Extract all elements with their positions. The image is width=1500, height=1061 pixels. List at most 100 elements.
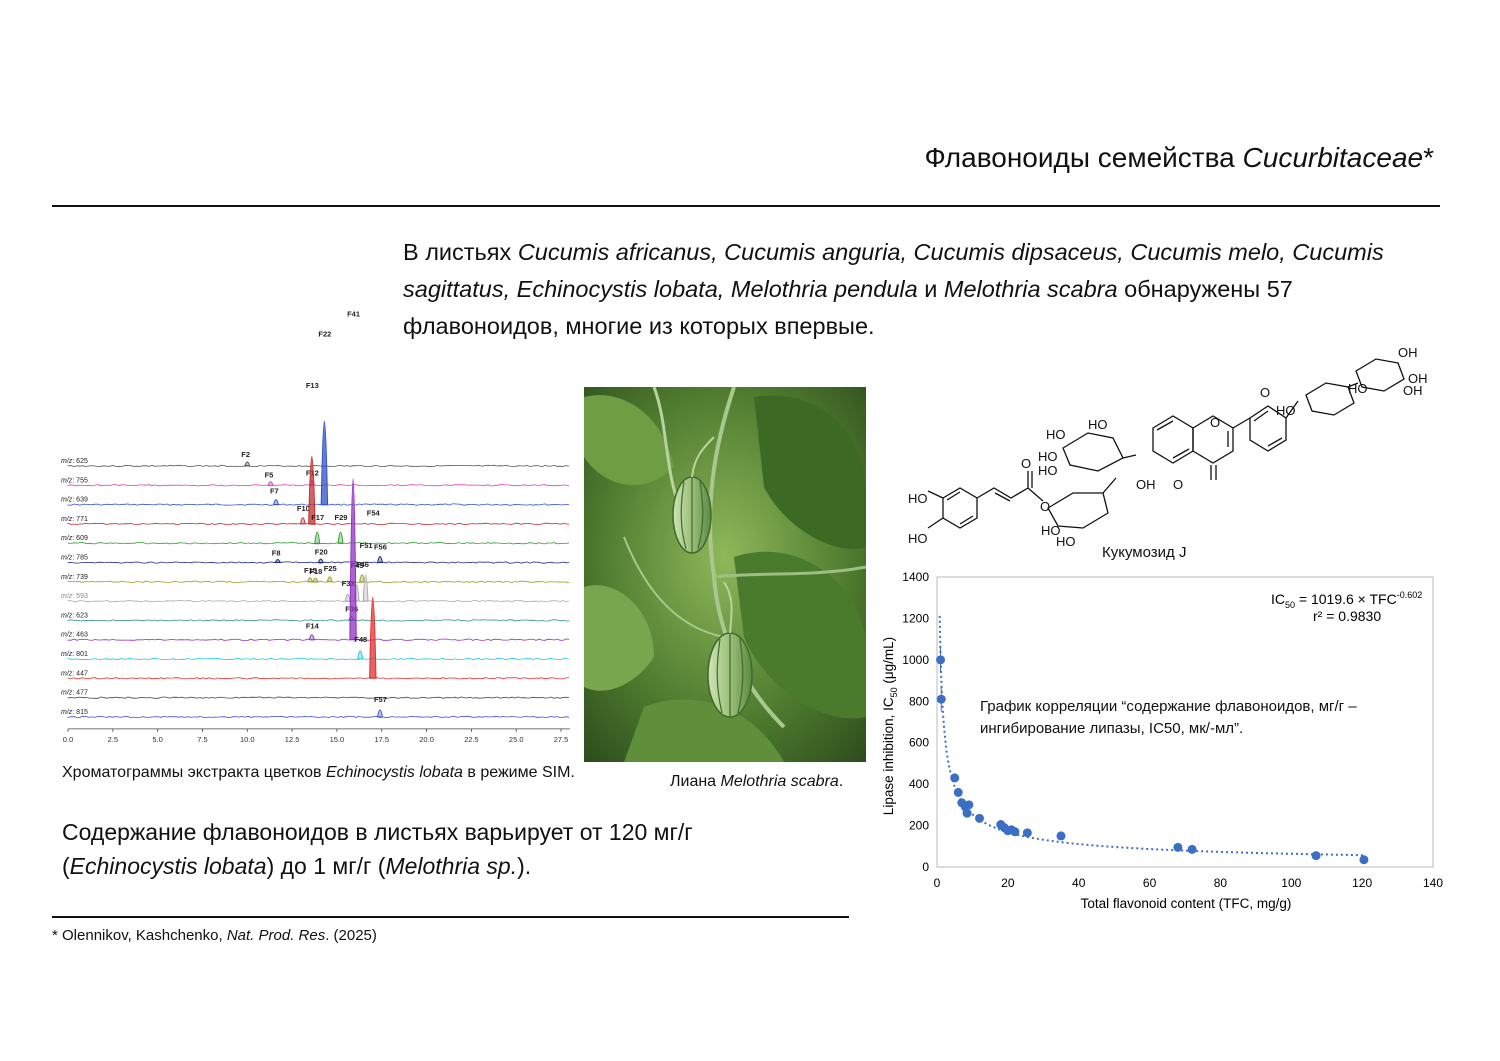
peak-label: F8: [272, 549, 281, 558]
chrom-trace: F48 m/z: 801: [61, 635, 570, 661]
intro-species-1: Cucumis africanus, Cucumis anguria, Cucu…: [403, 239, 1384, 302]
atom-label: HO: [1038, 463, 1058, 478]
intro-paragraph: В листьях Cucumis africanus, Cucumis ang…: [403, 234, 1453, 345]
peak-label: F51: [360, 541, 373, 550]
intro-species-2: Melothria scabra: [943, 276, 1118, 302]
cucumoside-j-structure: OH OH OH HO HO O HO O HO HO HO OH O HO H…: [908, 345, 1428, 549]
chrom-tick-label: 10.0: [240, 735, 255, 744]
peak-label: F48: [354, 635, 367, 644]
atom-label: HO: [1348, 381, 1368, 396]
sugar-4-ring: [1355, 358, 1405, 392]
chrom-trace: F10 F13 m/z: 771: [61, 381, 570, 526]
mz-label: m/z: 625: [61, 458, 88, 465]
chrom-peak: [376, 709, 383, 718]
note-text-3: ).: [517, 853, 532, 879]
chrom-peak: [320, 420, 329, 506]
scatter-points: [936, 647, 1369, 865]
chrom-tick-label: 22.5: [464, 735, 479, 744]
atom-label: O: [1040, 499, 1050, 514]
peak-label: F15: [304, 566, 317, 575]
scatter-point: [953, 787, 963, 797]
fruit-1-stalk: [691, 436, 715, 478]
trace-baseline: [67, 522, 570, 526]
peak-label: F22: [318, 330, 331, 339]
caffeoyl-ring: [942, 487, 978, 529]
mz-label: m/z: 593: [61, 593, 88, 600]
chrom-tick-label: 12.5: [285, 735, 300, 744]
lipase-scatter-chart: 0 20 40 60 80 100 120 1400200400600800100012001…: [881, 570, 1443, 911]
peak-label: F54: [367, 508, 381, 517]
footnote-divider: [52, 916, 849, 918]
leaf-mid-right: [734, 551, 866, 719]
y-tick-label: 400: [909, 777, 929, 791]
mz-label: m/z: 639: [61, 497, 88, 504]
chrom-tick-label: 7.5: [197, 735, 207, 744]
chrom-peak: [306, 577, 314, 583]
flavonoid-content-note: Содержание флавоноидов в листьях варьиру…: [62, 815, 822, 883]
chrom-peak: [362, 574, 369, 602]
trace-baseline: [67, 561, 570, 564]
chrom-tick-label: 2.5: [108, 735, 118, 744]
top-divider: [52, 205, 1440, 207]
chrom-trace: F2 m/z: 625: [61, 450, 570, 468]
scatter-point: [1359, 855, 1369, 865]
power-fit-curve: [938, 615, 1366, 857]
peak-label: F18: [309, 567, 322, 576]
eq-sub: 50: [1285, 600, 1295, 610]
melothria-photo: [584, 387, 866, 762]
chrom-peak: [299, 517, 306, 525]
flavone-a-ring: [1152, 415, 1194, 464]
chrom-trace: F36m/z: 623: [61, 604, 570, 622]
chrom-trace: F57 m/z: 815: [61, 695, 570, 719]
y-tick-label: 1000: [902, 653, 929, 667]
trace-baseline: [67, 715, 570, 719]
note-text-1: Содержание флавоноидов в листьях варьиру…: [62, 819, 693, 879]
atom-label: HO: [1088, 417, 1108, 432]
mz-label: m/z: 609: [61, 535, 88, 542]
peak-label: F41: [347, 310, 360, 319]
peak-label: F13: [306, 381, 319, 390]
photo-caption-text: Лиана: [670, 773, 721, 790]
chrom-trace: F8 F20 F56 m/z: 785: [61, 543, 570, 564]
chrom-tick-label: 17.5: [374, 735, 389, 744]
note-species-2: Melothria sp.: [385, 853, 518, 879]
mz-label: m/z: 785: [61, 555, 88, 562]
chrom-peak: [344, 593, 351, 602]
plot-frame: [936, 576, 1434, 868]
y-tick-label: 1400: [902, 570, 929, 584]
peak-label: F7: [270, 487, 279, 496]
trace-baseline: [67, 542, 570, 545]
r-squared: r² = 0.9830: [1313, 608, 1381, 624]
fruit-2-stripes: [716, 633, 744, 717]
atom-label: HO: [1046, 427, 1066, 442]
chrom-peak: [267, 481, 274, 486]
fruit-1-stripes: [680, 477, 704, 553]
y-axis-label: Lipase inhibition, IC50 (μg/mL): [881, 637, 899, 815]
footnote: * Olennikov, Kashchenko, Nat. Prod. Res.…: [52, 927, 377, 944]
lower-glucose-ring: [1047, 492, 1109, 529]
chrom-trace: F17 F29 m/z: 609: [61, 513, 570, 545]
correlation-note: График корреляции “содержание флавоноидо…: [980, 698, 1357, 737]
mz-label: m/z: 771: [61, 516, 88, 523]
sugar-3-ring: [1305, 382, 1355, 416]
chrom-caption-text: Хроматограммы экстракта цветков: [62, 764, 326, 781]
peak-label: F29: [335, 513, 348, 522]
chrom-peak: [326, 576, 333, 583]
peak-label: F14: [306, 622, 320, 631]
y-tick-label: 200: [909, 819, 929, 833]
chrom-trace: F14 F41 m/z: 463: [61, 310, 570, 641]
trace-baseline: [67, 619, 570, 622]
y-label-main: Lipase inhibition, IC: [881, 697, 896, 815]
chrom-tick-label: 15.0: [330, 735, 345, 744]
scatter-point: [1056, 831, 1066, 841]
peak-label: F45: [351, 561, 364, 570]
chrom-peak: [274, 559, 281, 563]
peak-label: F33: [342, 579, 355, 588]
chrom-peak: [357, 650, 364, 660]
y-label-sub: 50: [889, 687, 899, 697]
photo-caption-species: Melothria scabra: [720, 773, 839, 790]
chrom-tick-label: 20.0: [419, 735, 434, 744]
peak-label: F25: [324, 564, 337, 573]
chrom-caption-tail: в режиме SIM.: [462, 764, 575, 781]
